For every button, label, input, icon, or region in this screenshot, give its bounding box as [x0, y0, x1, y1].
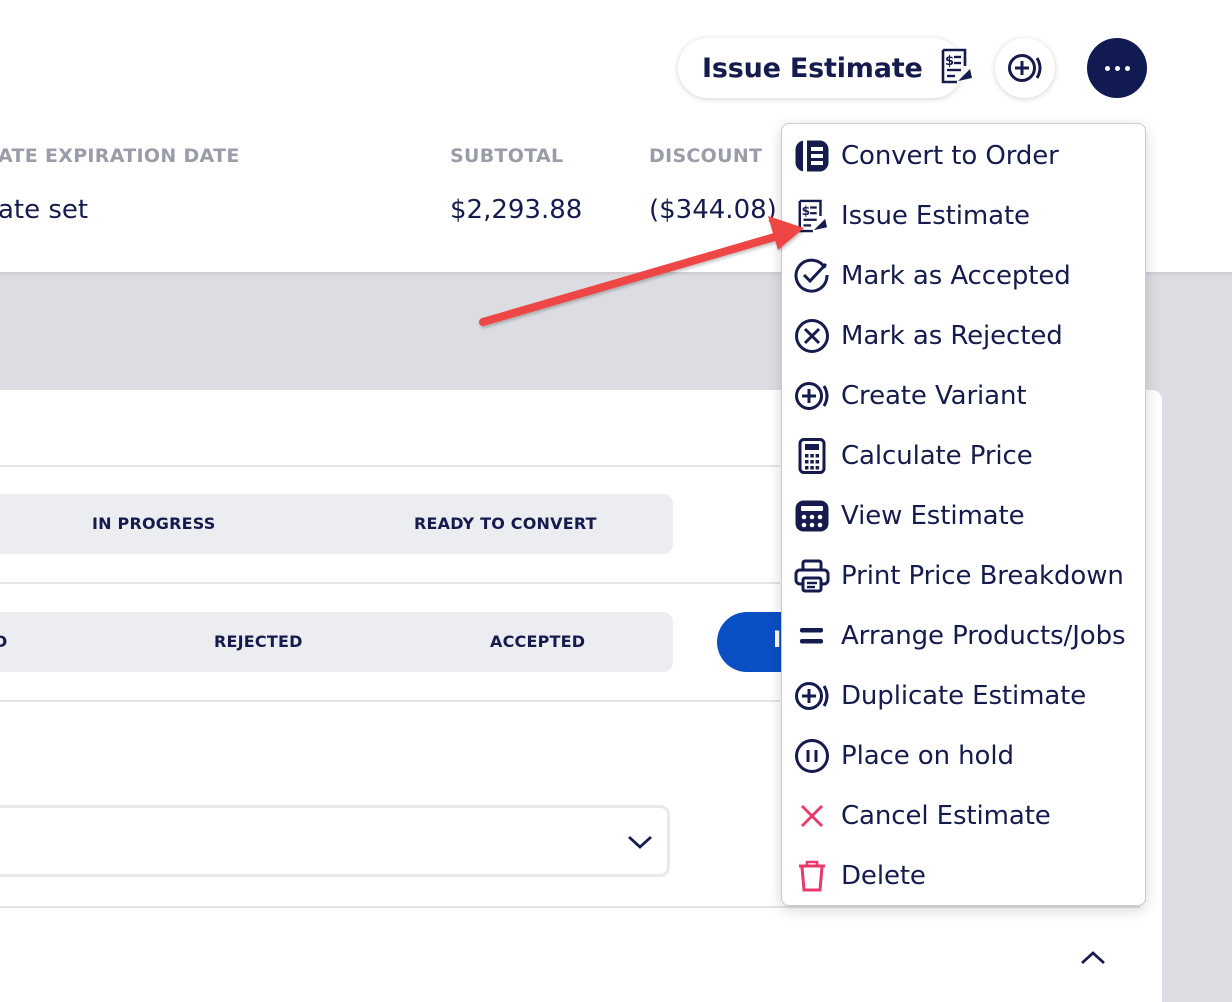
- issue-estimate-button-label: Issue Estimate: [702, 52, 923, 84]
- divider: [0, 906, 1140, 908]
- menu-item-label: Issue Estimate: [841, 201, 1030, 231]
- menu-item-label: View Estimate: [841, 501, 1025, 531]
- issue-estimate-icon: $: [794, 198, 830, 234]
- menu-item-place-on-hold[interactable]: Place on hold: [782, 726, 1145, 786]
- x-circle-icon: [794, 318, 830, 354]
- more-actions-button[interactable]: [1087, 38, 1147, 98]
- menu-item-label: Create Variant: [841, 381, 1027, 411]
- dropdown-select[interactable]: [0, 805, 670, 877]
- tab-accepted[interactable]: ACCEPTED: [490, 632, 586, 651]
- menu-item-label: Mark as Accepted: [841, 261, 1071, 291]
- divider: [0, 582, 780, 584]
- menu-item-label: Calculate Price: [841, 441, 1033, 471]
- subtotal-label: SUBTOTAL: [450, 145, 564, 167]
- menu-item-create-variant[interactable]: Create Variant: [782, 366, 1145, 426]
- menu-item-convert-to-order[interactable]: Convert to Order: [782, 126, 1145, 186]
- menu-item-label: Cancel Estimate: [841, 801, 1051, 831]
- discount-value: ($344.08): [649, 195, 777, 225]
- create-variant-button[interactable]: [995, 38, 1055, 98]
- menu-item-arrange-products-jobs[interactable]: Arrange Products/Jobs: [782, 606, 1145, 666]
- tab-ready-to-convert[interactable]: READY TO CONVERT: [414, 514, 597, 533]
- menu-item-mark-as-rejected[interactable]: Mark as Rejected: [782, 306, 1145, 366]
- menu-item-delete[interactable]: Delete: [782, 846, 1145, 906]
- equals-icon: [794, 618, 830, 654]
- status-tabs-row-2: D REJECTED ACCEPTED: [0, 612, 673, 672]
- trash-icon: [794, 858, 830, 894]
- expiration-date-value: ate set: [0, 195, 89, 225]
- menu-item-label: Place on hold: [841, 741, 1014, 771]
- menu-item-label: Duplicate Estimate: [841, 681, 1087, 711]
- tab-in-progress[interactable]: IN PROGRESS: [92, 514, 216, 533]
- check-circle-icon: [794, 258, 830, 294]
- printer-icon: [794, 558, 830, 594]
- issue-estimate-icon: $: [939, 48, 973, 88]
- primary-action-label: I: [773, 628, 782, 653]
- chevron-down-icon: [628, 835, 652, 849]
- menu-item-issue-estimate[interactable]: $ Issue Estimate: [782, 186, 1145, 246]
- menu-item-label: Delete: [841, 861, 926, 891]
- menu-item-mark-as-accepted[interactable]: Mark as Accepted: [782, 246, 1145, 306]
- discount-label: DISCOUNT: [649, 145, 763, 167]
- menu-item-view-estimate[interactable]: View Estimate: [782, 486, 1145, 546]
- calculator-icon: [794, 438, 830, 474]
- plus-circle-icon: [794, 378, 830, 414]
- expiration-date-label: ATE EXPIRATION DATE: [0, 145, 240, 167]
- chevron-up-icon[interactable]: [1080, 950, 1106, 966]
- convert-order-icon: [794, 138, 830, 174]
- calculator-filled-icon: [794, 498, 830, 534]
- svg-text:$: $: [802, 204, 811, 218]
- plus-circle-icon: [794, 678, 830, 714]
- menu-item-label: Arrange Products/Jobs: [841, 621, 1126, 651]
- divider: [0, 700, 780, 702]
- menu-item-print-price-breakdown[interactable]: Print Price Breakdown: [782, 546, 1145, 606]
- svg-text:$: $: [945, 54, 954, 69]
- actions-menu: Convert to Order $ Issue Estimate Mark a…: [781, 123, 1146, 906]
- issue-estimate-button[interactable]: Issue Estimate $: [678, 38, 972, 98]
- menu-item-duplicate-estimate[interactable]: Duplicate Estimate: [782, 666, 1145, 726]
- divider: [0, 465, 780, 467]
- tab-partial[interactable]: D: [0, 632, 8, 651]
- pause-circle-icon: [794, 738, 830, 774]
- subtotal-value: $2,293.88: [450, 195, 583, 225]
- status-tabs-row-1: IN PROGRESS READY TO CONVERT: [0, 494, 673, 554]
- close-icon: [794, 798, 830, 834]
- menu-item-label: Convert to Order: [841, 141, 1059, 171]
- menu-item-label: Mark as Rejected: [841, 321, 1063, 351]
- tab-rejected[interactable]: REJECTED: [214, 632, 303, 651]
- menu-item-calculate-price[interactable]: Calculate Price: [782, 426, 1145, 486]
- plus-circle-icon: [1008, 54, 1042, 82]
- menu-item-label: Print Price Breakdown: [841, 561, 1124, 591]
- more-dots-icon: [1104, 65, 1130, 71]
- menu-item-cancel-estimate[interactable]: Cancel Estimate: [782, 786, 1145, 846]
